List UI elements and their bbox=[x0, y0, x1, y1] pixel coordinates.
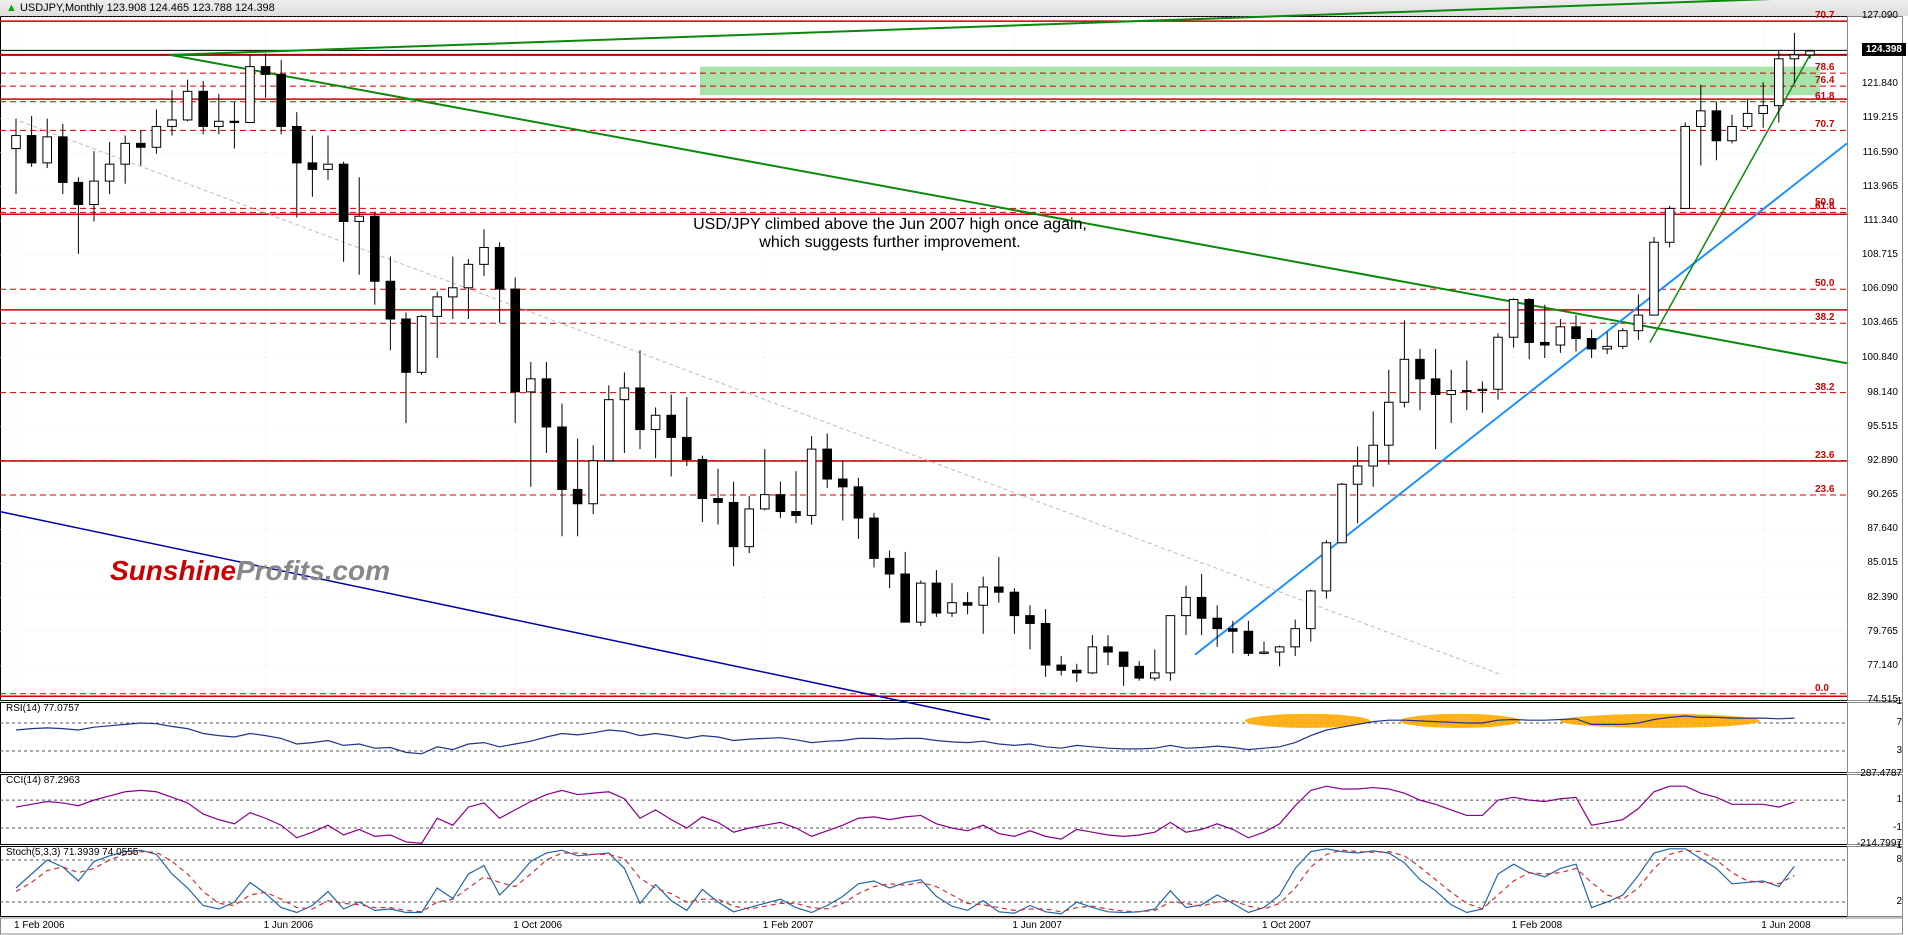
annotation-line-1: USD/JPY climbed above the Jun 2007 high … bbox=[693, 216, 1087, 233]
indicator-axis-label: 1 bbox=[1896, 794, 1902, 805]
fib-label: 38.2 bbox=[1815, 382, 1834, 393]
watermark: SunshineProfits.com bbox=[110, 555, 390, 587]
chart-svg[interactable] bbox=[0, 0, 1908, 935]
fib-label: 0.0 bbox=[1815, 683, 1829, 694]
x-axis-label: 1 Jun 2007 bbox=[1012, 920, 1062, 931]
fib-label: 61.8 bbox=[1815, 91, 1834, 102]
y-axis-label: 85.015 bbox=[1867, 557, 1898, 568]
annotation-line-2: which suggests further improvement. bbox=[759, 234, 1020, 251]
x-axis-label: 1 Jun 2008 bbox=[1761, 920, 1811, 931]
indicator-axis-label: 2 bbox=[1896, 896, 1902, 907]
fib-label: 50.0 bbox=[1815, 197, 1834, 208]
fib-label: 50.0 bbox=[1815, 278, 1834, 289]
watermark-suffix: Profits.com bbox=[236, 555, 390, 586]
indicator-label: Stoch(5,3,3) 71.3939 74.0555 bbox=[4, 847, 140, 858]
fib-label: 38.2 bbox=[1815, 312, 1834, 323]
y-axis-label: 111.340 bbox=[1863, 215, 1898, 226]
y-axis-label: 74.515 bbox=[1867, 694, 1898, 705]
indicator-axis-label: 287.4787 bbox=[1860, 768, 1902, 779]
x-axis-label: 1 Feb 2007 bbox=[763, 920, 814, 931]
indicator-label: RSI(14) 77.0757 bbox=[4, 703, 81, 714]
y-axis-label: 127.090 bbox=[1862, 10, 1898, 21]
fib-label: 76.4 bbox=[1815, 75, 1834, 86]
price-tag: 124.398 bbox=[1862, 43, 1906, 56]
x-axis-label: 1 Oct 2006 bbox=[513, 920, 562, 931]
chart-annotation: USD/JPY climbed above the Jun 2007 high … bbox=[590, 216, 1190, 252]
fib-label: 23.6 bbox=[1815, 450, 1834, 461]
y-axis-label: 82.390 bbox=[1867, 592, 1898, 603]
y-axis-label: 87.640 bbox=[1867, 523, 1898, 534]
fib-label: 23.6 bbox=[1815, 484, 1834, 495]
y-axis-label: 90.265 bbox=[1867, 489, 1898, 500]
indicator-axis-label: 1 bbox=[1896, 840, 1902, 851]
y-axis-label: 106.090 bbox=[1862, 283, 1898, 294]
y-axis-label: 116.590 bbox=[1863, 147, 1898, 158]
x-axis-label: 1 Oct 2007 bbox=[1262, 920, 1311, 931]
y-axis-label: 113.965 bbox=[1863, 181, 1898, 192]
fib-label: 78.6 bbox=[1815, 62, 1834, 73]
y-axis-label: 92.890 bbox=[1867, 455, 1898, 466]
indicator-axis-label: 1 bbox=[1896, 696, 1902, 707]
y-axis-label: 103.465 bbox=[1862, 317, 1898, 328]
x-axis-label: 1 Feb 2008 bbox=[1512, 920, 1563, 931]
indicator-axis-label: 7 bbox=[1896, 717, 1902, 728]
indicator-label: CCI(14) 87.2963 bbox=[4, 775, 82, 786]
y-axis-label: 108.715 bbox=[1862, 249, 1898, 260]
fib-label: 70.7 bbox=[1815, 10, 1834, 21]
indicator-axis-label: 8 bbox=[1896, 854, 1902, 865]
indicator-axis-label: -214.7997 bbox=[1857, 838, 1902, 849]
watermark-brand: Sunshine bbox=[110, 555, 236, 586]
y-axis-label: 119.215 bbox=[1863, 112, 1898, 123]
y-axis-label: 100.840 bbox=[1862, 352, 1898, 363]
y-axis-label: 95.515 bbox=[1867, 421, 1898, 432]
x-axis-label: 1 Feb 2006 bbox=[14, 920, 65, 931]
indicator-axis-label: 3 bbox=[1896, 745, 1902, 756]
indicator-axis-label: -1 bbox=[1893, 822, 1902, 833]
y-axis-label: 121.840 bbox=[1862, 78, 1898, 89]
fib-label: 70.7 bbox=[1815, 119, 1834, 130]
x-axis-label: 1 Jun 2006 bbox=[264, 920, 314, 931]
y-axis-label: 98.140 bbox=[1867, 387, 1898, 398]
y-axis-label: 77.140 bbox=[1867, 660, 1898, 671]
y-axis-label: 79.765 bbox=[1867, 626, 1898, 637]
